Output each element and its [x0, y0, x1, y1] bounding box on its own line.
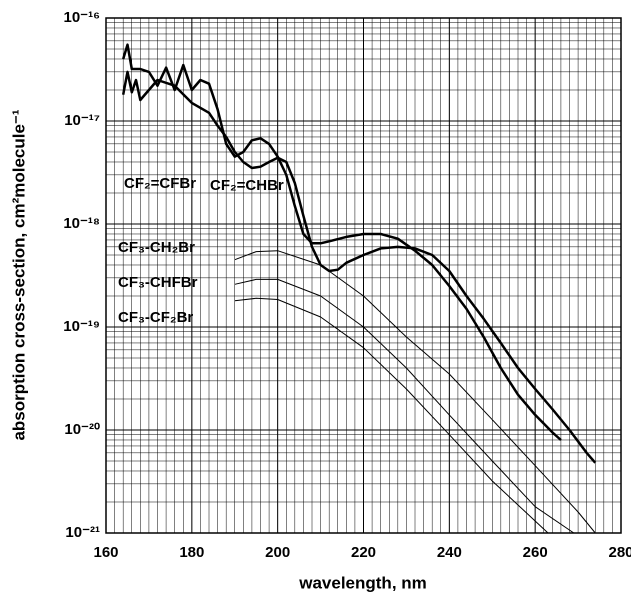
series-label: CF₃-CF₂Br — [118, 309, 193, 326]
x-tick-label: 220 — [351, 544, 376, 561]
series-label: CF₃-CHFBr — [118, 274, 198, 291]
series-line — [234, 250, 596, 534]
series-label: CF₂=CHBr — [210, 177, 284, 194]
x-tick-label: 180 — [179, 544, 204, 561]
y-tick-label: 10⁻¹⁷ — [64, 112, 100, 129]
x-tick-label: 160 — [93, 544, 118, 561]
y-tick-label: 10⁻²¹ — [65, 524, 100, 541]
series-label: CF₂=CFBr — [124, 175, 196, 192]
y-tick-label: 10⁻¹⁸ — [63, 215, 100, 232]
series-line — [234, 297, 549, 534]
x-tick-label: 240 — [437, 544, 462, 561]
x-tick-label: 260 — [523, 544, 548, 561]
y-tick-label: 10⁻²⁰ — [64, 421, 100, 438]
y-tick-label: 10⁻¹⁶ — [63, 9, 100, 26]
x-axis-label: wavelength, nm — [298, 573, 427, 592]
series-line — [121, 70, 597, 464]
y-axis-label: absorption cross-section, cm²molecule⁻¹ — [9, 109, 28, 440]
x-tick-label: 280 — [608, 544, 631, 561]
series-line — [122, 43, 562, 441]
plot-frame — [105, 17, 622, 534]
y-tick-label: 10⁻¹⁹ — [63, 318, 100, 335]
x-tick-label: 200 — [265, 544, 290, 561]
series-line — [234, 278, 575, 534]
series-label: CF₃-CH₂Br — [118, 239, 195, 256]
